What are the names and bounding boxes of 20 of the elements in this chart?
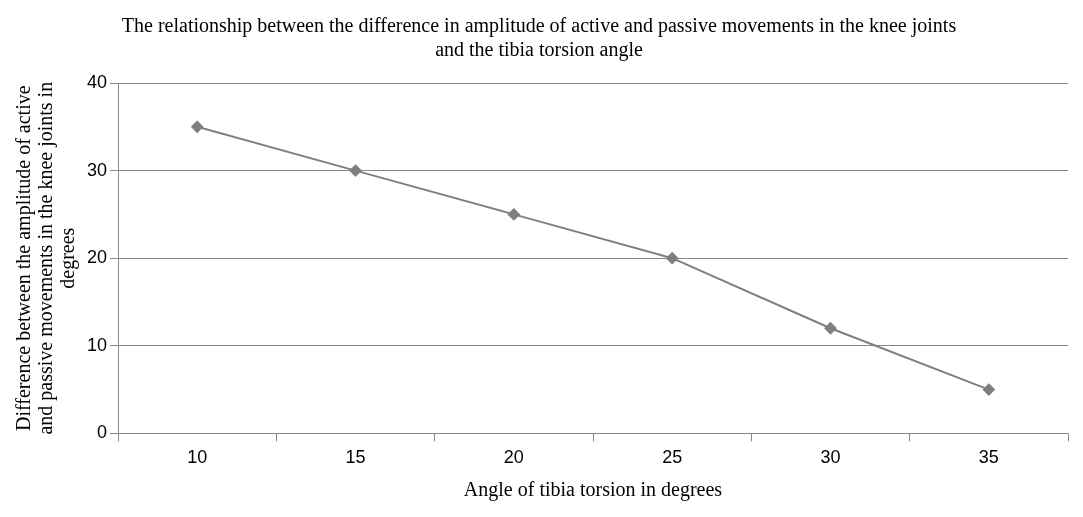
- x-tick-label: 20: [503, 447, 524, 468]
- x-tick-label: 15: [345, 447, 366, 468]
- x-tick-label: 35: [978, 447, 999, 468]
- chart-title: The relationship between the difference in amplitude of active and passive movements in the knee joints and the tibia torsion angle: [121, 14, 957, 62]
- point: [349, 164, 362, 177]
- y-tick-label: 0: [97, 422, 108, 443]
- x-tick-label: 25: [662, 447, 683, 468]
- y-tick-label: 30: [86, 159, 108, 180]
- x-axis-title: Angle of tibia torsion in degrees: [463, 478, 723, 502]
- y-tick-label: 20: [86, 247, 108, 268]
- point: [666, 252, 679, 265]
- y-tick-label: 40: [86, 71, 108, 92]
- point: [507, 208, 520, 221]
- point: [982, 383, 995, 396]
- point: [824, 322, 837, 335]
- y-tick-label: 10: [86, 334, 108, 355]
- point: [191, 120, 204, 133]
- x-tick-label: 30: [820, 447, 841, 468]
- y-axis-title: Difference between the amplitude of active and passive movements in the knee joints in degrees: [12, 81, 80, 435]
- x-tick-label: 10: [187, 447, 208, 468]
